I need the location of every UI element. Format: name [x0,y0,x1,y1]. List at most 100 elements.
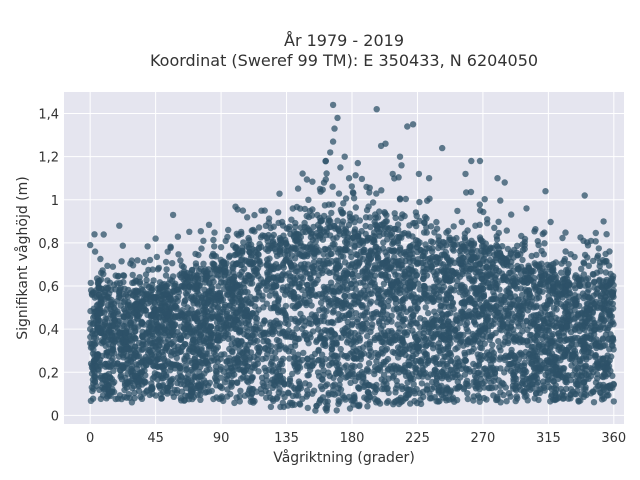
scatter-point [153,356,160,363]
scatter-point [605,285,612,292]
scatter-point [241,392,249,399]
scatter-point [276,385,283,393]
scatter-point [432,312,440,319]
scatter-point [98,352,106,360]
scatter-point [432,355,439,362]
scatter-point [408,294,416,301]
scatter-point [356,259,363,266]
scatter-point [270,397,277,405]
scatter-point [263,300,270,307]
scatter-point [475,338,482,345]
scatter-point [404,379,411,386]
scatter-point [303,250,311,257]
scatter-point [305,340,312,347]
scatter-point [129,332,136,339]
scatter-point [254,284,262,291]
scatter-point [131,351,138,359]
scatter-point [284,333,292,340]
scatter-point [139,297,147,305]
scatter-point [161,362,168,370]
scatter-point [510,369,517,376]
scatter-point [244,328,251,335]
scatter-point [532,390,540,397]
scatter-point [189,348,196,355]
scatter-point [379,245,387,252]
scatter-point [127,307,135,314]
scatter-point [341,292,348,300]
scatter-point [352,281,360,288]
scatter-point [451,360,459,367]
scatter-point [417,396,424,404]
scatter-point [464,289,471,296]
scatter-point [547,343,554,350]
scatter-point [483,264,490,271]
scatter-point [530,320,537,328]
scatter-point [210,278,217,285]
scatter-point [257,261,264,268]
scatter-point [189,336,197,344]
scatter-point [426,395,434,402]
scatter-point [555,330,562,337]
scatter-point [368,315,375,322]
scatter-point [264,277,271,285]
scatter-point [354,348,361,355]
scatter-point [441,303,448,310]
scatter-point [213,319,221,326]
scatter-point [213,325,220,332]
scatter-point [155,309,163,317]
scatter-point [358,302,365,309]
scatter-point [310,259,318,266]
scatter-point [365,261,372,269]
scatter-point [314,320,321,327]
scatter-point [304,372,311,379]
scatter-point [271,241,278,248]
scatter-point [490,392,497,399]
scatter-point [583,300,591,307]
scatter-point [465,314,472,321]
scatter-point [609,300,616,307]
scatter-point [517,270,525,277]
scatter-point [174,343,182,350]
scatter-point [378,376,385,383]
scatter-point [319,290,326,297]
scatter-point [329,269,337,276]
scatter-point [309,278,316,286]
scatter-point [489,341,496,349]
scatter-point [542,365,549,372]
scatter-point [334,334,342,341]
scatter-point [558,269,565,276]
scatter-point [397,396,404,404]
scatter-point [402,257,409,265]
scatter-point [477,271,484,278]
scatter-point [174,386,181,394]
scatter-point [502,292,510,300]
chart-title-line-1: År 1979 - 2019 [284,31,404,50]
scatter-point [486,356,493,364]
scatter-point [549,310,556,318]
scatter-point [313,402,320,410]
scatter-point [520,278,528,286]
scatter-point [525,262,532,269]
scatter-point [117,302,125,309]
scatter-point [319,385,326,393]
scatter-point [497,292,505,300]
scatter-point [531,365,538,372]
scatter-point [217,275,225,282]
scatter-point [147,319,154,326]
scatter-point [255,292,263,299]
scatter-point [307,334,314,341]
scatter-point [462,357,469,364]
scatter-point [351,242,358,250]
scatter-point [100,326,107,333]
scatter-point [288,382,295,389]
scatter-point [341,394,348,401]
scatter-point [495,338,502,345]
scatter-point [352,286,359,293]
scatter-point [236,348,244,355]
scatter-point [472,321,479,328]
scatter-point [195,291,202,298]
scatter-point [160,355,168,362]
scatter-point [476,394,483,401]
scatter-point [380,299,387,306]
scatter-point [185,371,192,378]
